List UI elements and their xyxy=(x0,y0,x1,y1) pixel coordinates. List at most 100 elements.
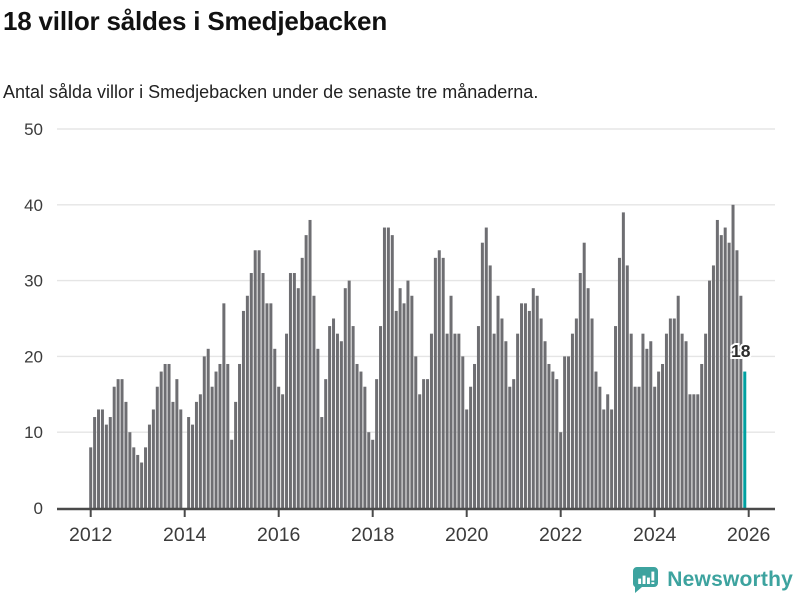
bar xyxy=(523,303,527,508)
bar xyxy=(163,363,167,508)
bar xyxy=(308,219,312,508)
bar xyxy=(316,348,320,508)
x-axis-tick-label: 2024 xyxy=(633,524,677,546)
bar xyxy=(441,257,445,508)
bar xyxy=(700,363,704,508)
bar xyxy=(547,363,551,508)
bar xyxy=(629,333,633,508)
bar xyxy=(731,204,735,509)
bar xyxy=(214,371,218,508)
bar xyxy=(351,326,355,508)
bar xyxy=(222,303,226,508)
bar xyxy=(696,394,700,508)
bar xyxy=(610,409,614,508)
bar xyxy=(288,273,292,508)
bar xyxy=(171,401,175,508)
bar xyxy=(93,417,97,508)
bar xyxy=(551,371,555,508)
bar xyxy=(688,394,692,508)
bar xyxy=(363,386,367,508)
bar xyxy=(516,333,520,508)
bar xyxy=(555,379,559,508)
bar xyxy=(457,333,461,508)
bar xyxy=(469,386,473,508)
y-axis-tick-label: 40 xyxy=(24,196,43,215)
page-title: 18 villor såldes i Smedjebacken xyxy=(3,6,388,36)
bar-highlight-latest xyxy=(743,371,747,508)
bar xyxy=(617,257,621,508)
bar xyxy=(641,333,645,508)
bar xyxy=(112,386,116,508)
bar xyxy=(531,288,535,508)
bar xyxy=(402,303,406,508)
bar xyxy=(410,295,414,508)
bar xyxy=(144,447,148,508)
bar xyxy=(312,295,316,508)
bar xyxy=(680,333,684,508)
bar xyxy=(332,318,336,508)
bar xyxy=(594,371,598,508)
x-axis-tick-label: 2018 xyxy=(351,524,394,546)
bar xyxy=(465,409,469,508)
bar xyxy=(187,417,191,508)
bar xyxy=(570,333,574,508)
bar xyxy=(723,227,727,509)
x-axis-tick-label: 2016 xyxy=(257,524,300,546)
bar xyxy=(437,250,441,508)
bar xyxy=(520,303,524,508)
bar xyxy=(602,409,606,508)
bar xyxy=(241,310,245,508)
bar xyxy=(218,363,222,508)
bar xyxy=(492,333,496,508)
bar xyxy=(429,333,433,508)
bar xyxy=(645,348,649,508)
bar xyxy=(355,363,359,508)
bar xyxy=(206,348,210,508)
newsworthy-logo-text: Newsworthy xyxy=(667,567,793,591)
bar xyxy=(708,280,712,508)
bar xyxy=(116,379,120,508)
bar xyxy=(191,424,195,508)
bar xyxy=(727,242,731,508)
bar xyxy=(715,219,719,508)
y-axis-tick-label: 0 xyxy=(34,499,43,518)
bar xyxy=(672,318,676,508)
bar xyxy=(198,394,202,508)
bar xyxy=(124,401,128,508)
bar xyxy=(335,333,339,508)
bar xyxy=(281,394,285,508)
bar xyxy=(257,250,261,508)
bar xyxy=(692,394,696,508)
bar xyxy=(359,371,363,508)
bar xyxy=(586,288,590,508)
bar xyxy=(269,303,273,508)
bar xyxy=(132,447,136,508)
bar xyxy=(89,447,93,508)
bar xyxy=(285,333,289,508)
bar xyxy=(382,227,386,509)
bar xyxy=(394,310,398,508)
bar xyxy=(543,341,547,508)
bar xyxy=(245,295,249,508)
bar xyxy=(661,363,665,508)
bar xyxy=(265,303,269,508)
bar xyxy=(653,386,657,508)
bar xyxy=(461,356,465,508)
bar xyxy=(179,409,183,508)
bar xyxy=(598,386,602,508)
bar xyxy=(159,371,163,508)
bar xyxy=(253,250,257,508)
bar xyxy=(210,386,214,508)
y-axis-tick-label: 30 xyxy=(24,272,43,291)
newsworthy-logo: Newsworthy xyxy=(632,566,793,593)
bar xyxy=(136,454,140,508)
bar xyxy=(226,363,230,508)
bar xyxy=(406,280,410,508)
chart-subtitle: Antal sålda villor i Smedjebacken under … xyxy=(3,82,539,102)
bar xyxy=(504,341,508,508)
bar xyxy=(433,257,437,508)
bar xyxy=(739,295,743,508)
bar xyxy=(606,394,610,508)
bar xyxy=(567,356,571,508)
